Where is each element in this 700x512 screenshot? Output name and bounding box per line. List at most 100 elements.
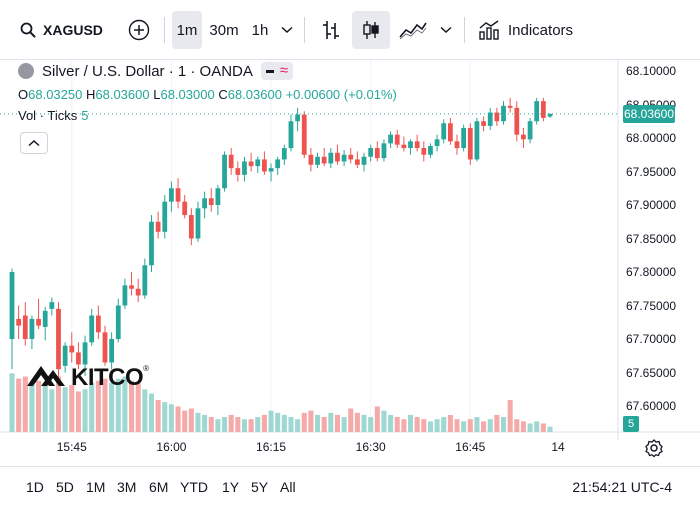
volume-bar: [275, 412, 281, 432]
price-tick-label: 67.95000: [626, 164, 677, 179]
candlestick-chart-type-button[interactable]: [352, 11, 390, 49]
candle-body: [501, 105, 506, 122]
candle-body: [401, 144, 407, 149]
candle-body: [22, 315, 28, 339]
candle-body: [328, 152, 334, 164]
bar-chart-type-button[interactable]: [314, 11, 348, 49]
volume-bar: [354, 412, 360, 432]
volume-bar: [95, 380, 101, 432]
price-tick-label: 68.00000: [626, 131, 677, 145]
candle-body: [354, 159, 360, 165]
symbol-search-button[interactable]: XAGUSD: [14, 11, 114, 49]
legend-actions[interactable]: ≈: [260, 62, 294, 80]
volume-bar: [255, 417, 261, 432]
price-tick-label: 67.90000: [626, 198, 677, 212]
candle-body: [95, 315, 101, 333]
minus-icon: [265, 69, 274, 73]
high-label: H: [85, 87, 96, 102]
volume-bar: [122, 376, 128, 432]
range-ytd-button[interactable]: YTD: [180, 479, 208, 495]
volume-bar: [421, 419, 427, 432]
volume-bar: [148, 393, 155, 432]
volume-bar: [202, 414, 208, 432]
volume-bar: [208, 417, 214, 432]
add-symbol-button[interactable]: [122, 11, 156, 49]
close-label: C: [218, 87, 228, 102]
gear-icon: [644, 439, 664, 462]
volume-bar: [414, 417, 420, 432]
volume-bar: [241, 419, 247, 432]
range-1m-button[interactable]: 1M: [86, 479, 106, 495]
volume-bar: [341, 417, 347, 432]
registered-mark: ®: [143, 364, 150, 373]
volume-bar: [162, 402, 168, 432]
interval-1m-button[interactable]: 1m: [172, 11, 202, 49]
chart-settings-button[interactable]: [644, 438, 664, 463]
candle-body: [122, 285, 128, 306]
volume-bar: [534, 421, 540, 432]
candle-body: [16, 318, 22, 326]
interval-1h-button[interactable]: 1h: [246, 11, 274, 49]
indicators-button[interactable]: Indicators: [474, 11, 586, 49]
interval-30m-button[interactable]: 30m: [205, 11, 243, 49]
volume-bar: [308, 410, 314, 432]
volume-bar: [441, 417, 447, 432]
range-bar: 1D 5D 1M 3M 6M YTD 1Y 5Y All 21:54:21 UT…: [0, 466, 700, 512]
volume-bar: [481, 421, 487, 432]
range-all-button[interactable]: All: [280, 479, 296, 495]
indicators-label: Indicators: [508, 21, 574, 39]
high-value: 68.03600: [95, 87, 150, 102]
volume-bar: [42, 385, 48, 432]
chart-type-dropdown-button[interactable]: [436, 11, 456, 49]
price-tick-label: 67.85000: [626, 231, 677, 246]
collapse-legend-button[interactable]: [20, 132, 48, 154]
candle-body: [534, 101, 540, 122]
volume-bar: [228, 414, 234, 432]
candle-body: [89, 315, 95, 343]
range-6m-button[interactable]: 6M: [149, 479, 169, 495]
volume-bar: [474, 417, 480, 432]
candle-body: [414, 141, 420, 149]
candle-body: [494, 112, 500, 122]
candle-body: [408, 141, 413, 149]
candle-body: [381, 143, 387, 159]
candle-body: [388, 134, 393, 144]
volume-bar: [467, 419, 473, 432]
toolbar-divider: [304, 17, 305, 43]
time-tick-label: 14: [551, 440, 565, 454]
volume-bar: [381, 410, 387, 432]
volume-bar: [447, 414, 453, 432]
volume-bar: [22, 376, 28, 432]
area-chart-type-button[interactable]: [394, 11, 432, 49]
candle-body: [202, 198, 208, 209]
candle-body: [321, 156, 327, 164]
range-5d-button[interactable]: 5D: [56, 479, 74, 495]
time-tick-label: 16:15: [256, 440, 287, 454]
candle-body: [454, 141, 460, 149]
top-toolbar: XAGUSD 1m 30m 1h: [0, 0, 700, 60]
time-tick-label: 16:30: [355, 440, 386, 454]
price-tick-label: 67.80000: [626, 265, 677, 279]
open-value: 68.03250: [28, 87, 83, 102]
toolbar-divider: [164, 17, 165, 43]
candle-body: [69, 345, 75, 353]
volume-bar: [188, 408, 194, 432]
range-5y-button[interactable]: 5Y: [251, 479, 269, 495]
volume-bar: [215, 419, 221, 432]
symbol-legend: Silver / U.S. Dollar · 1 · OANDA ≈: [18, 62, 294, 80]
candle-body: [521, 134, 526, 140]
candle-body: [374, 148, 380, 159]
volume-bar: [49, 389, 55, 432]
interval-dropdown-button[interactable]: [276, 11, 298, 49]
candle-body: [155, 221, 161, 232]
range-1d-button[interactable]: 1D: [26, 479, 44, 495]
chevron-down-icon: [281, 26, 293, 34]
candle-body: [527, 121, 533, 140]
volume-bar: [55, 376, 62, 432]
candle-body: [162, 201, 168, 232]
range-3m-button[interactable]: 3M: [117, 479, 137, 495]
volume-bar: [102, 378, 108, 432]
volume-bar: [175, 406, 181, 432]
range-1y-button[interactable]: 1Y: [222, 479, 240, 495]
price-chart[interactable]: [0, 60, 700, 466]
